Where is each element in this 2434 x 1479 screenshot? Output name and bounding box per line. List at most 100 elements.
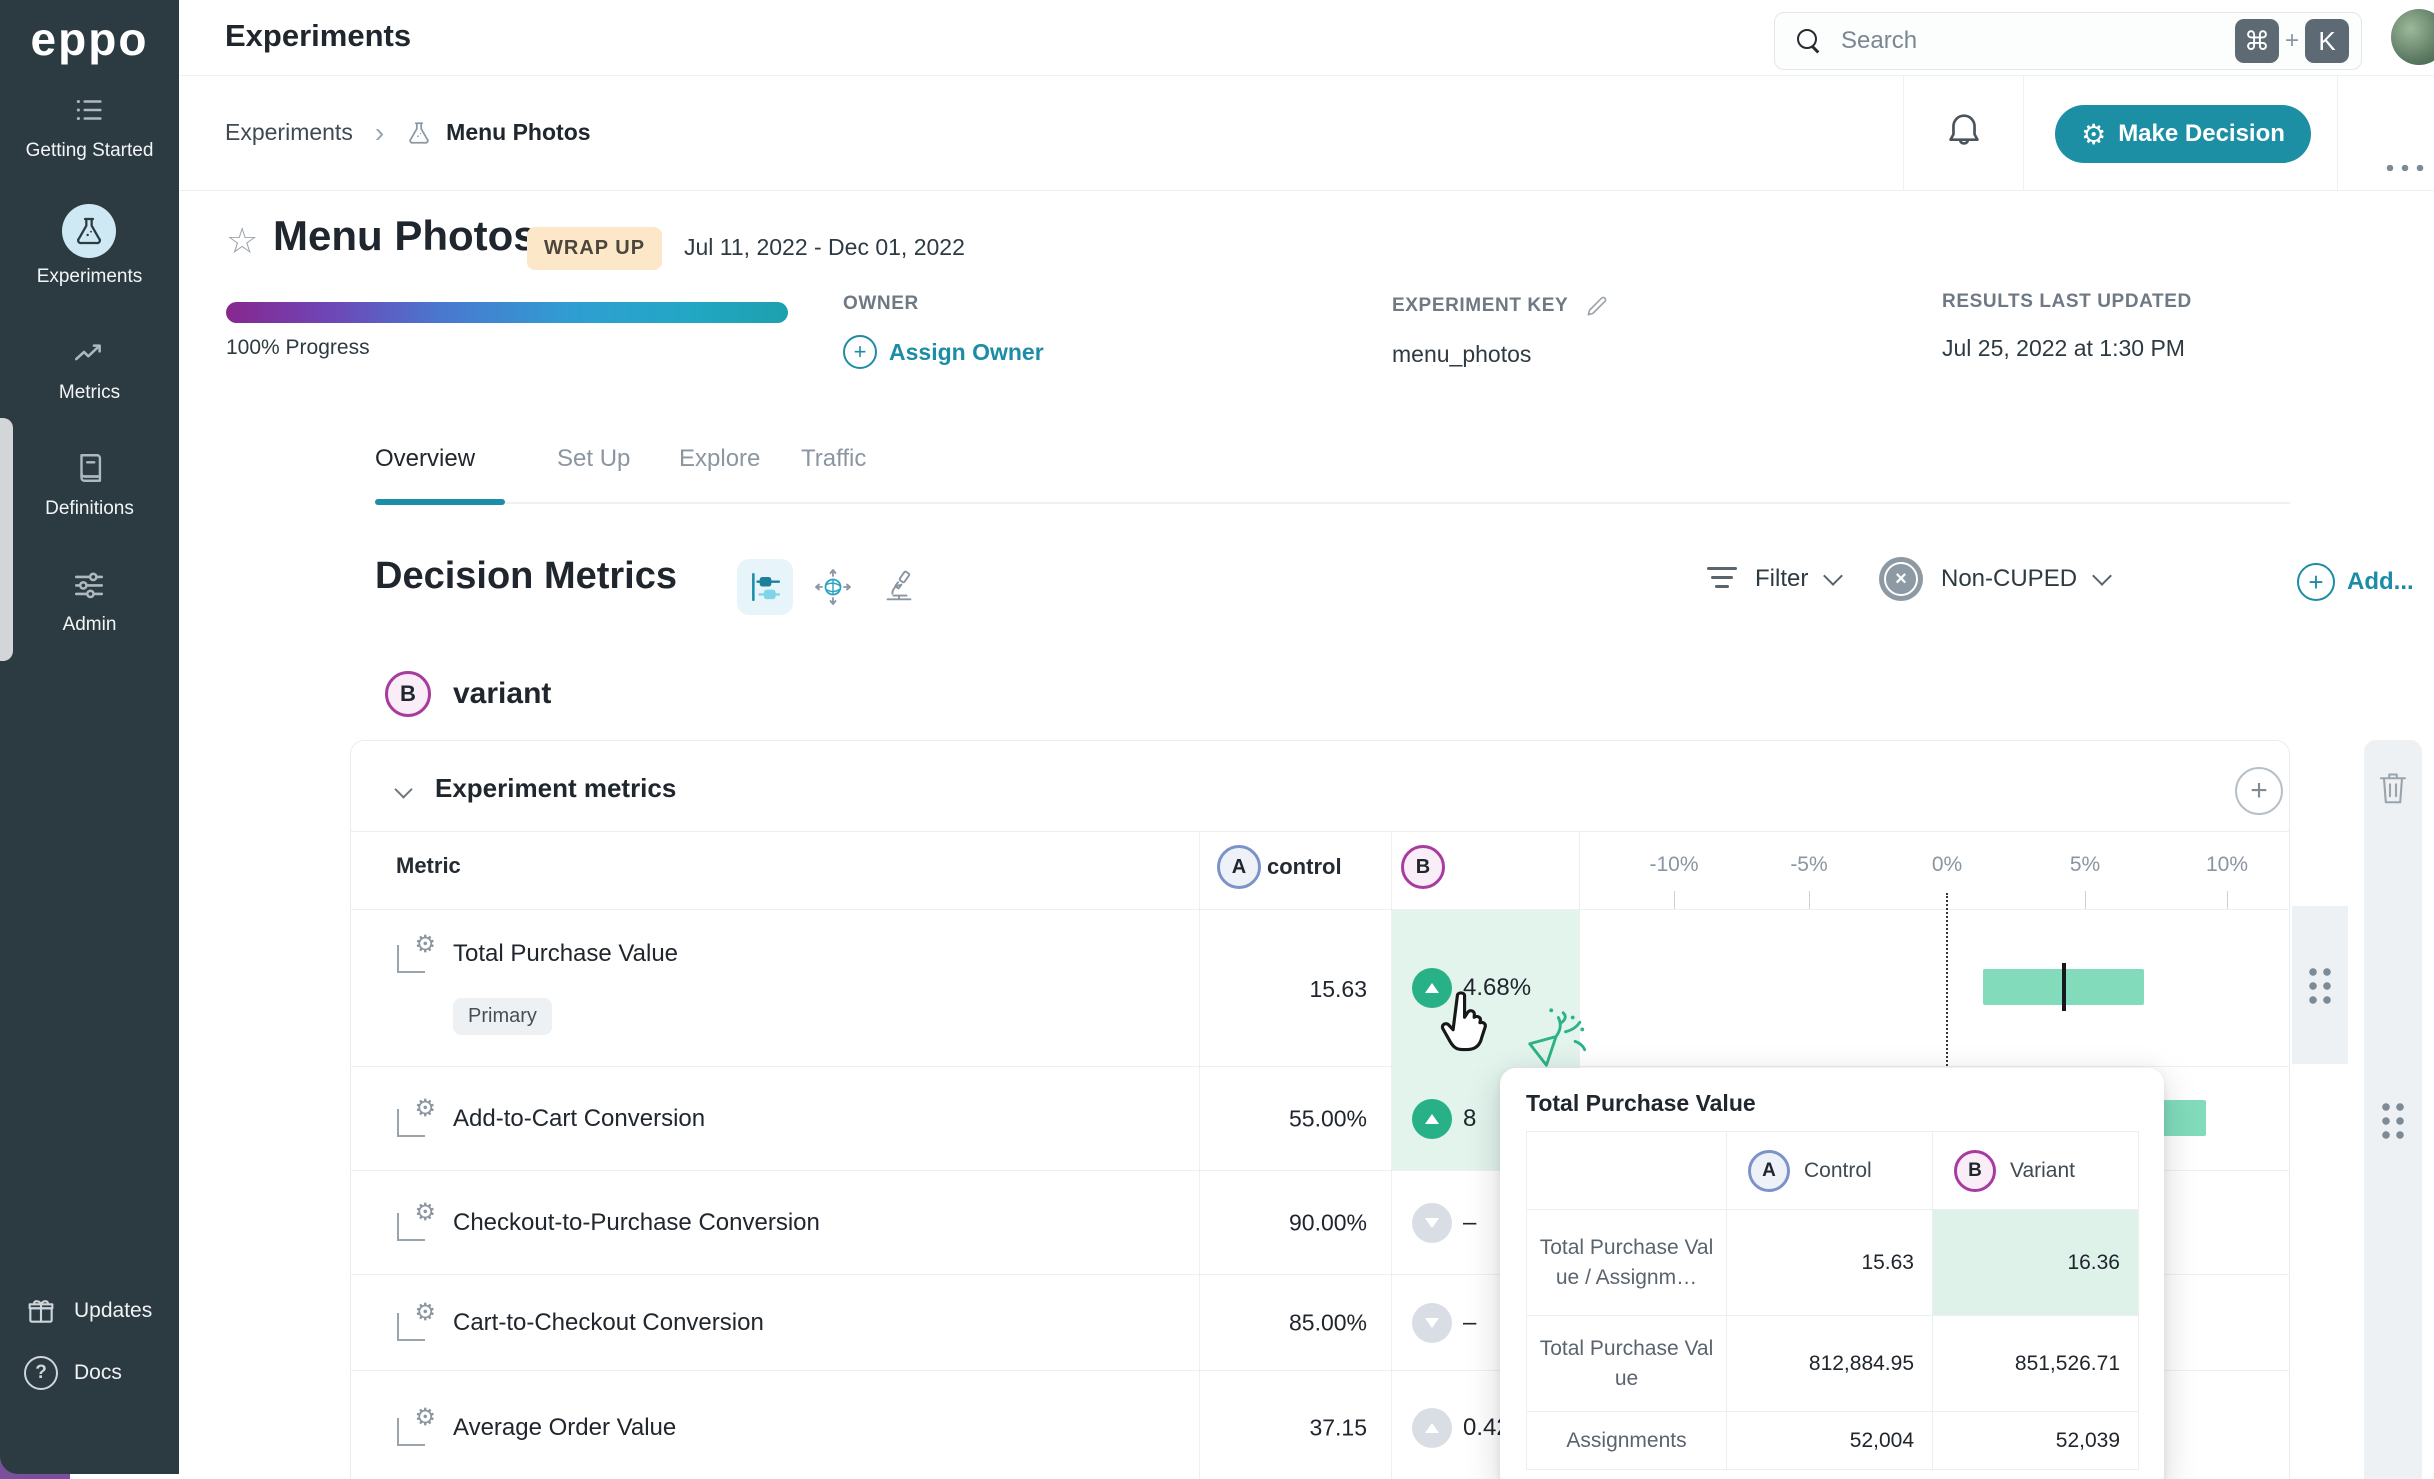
chevron-down-icon	[1823, 566, 1843, 586]
metric-gear-icon	[396, 936, 434, 974]
cmd-keycap: ⌘	[2235, 19, 2279, 63]
control-value: 37.15	[1049, 1415, 1367, 1442]
drag-drop-strip[interactable]	[2364, 740, 2422, 1479]
interval-view-button[interactable]	[737, 559, 793, 615]
primary-tag: Primary	[453, 998, 552, 1035]
x-circle-icon: ×	[1879, 557, 1923, 601]
cuped-label: Non-CUPED	[1941, 565, 2077, 593]
metric-name[interactable]: Total Purchase Value	[453, 940, 678, 968]
sidebar-footer-label: Docs	[74, 1361, 122, 1385]
metric-name[interactable]: Add-to-Cart Conversion	[453, 1105, 705, 1133]
axis-tick-label: 10%	[2167, 853, 2287, 877]
sidebar-item-label: Admin	[63, 614, 117, 636]
metric-name[interactable]: Cart-to-Checkout Conversion	[453, 1309, 764, 1337]
metric-gear-icon	[396, 1100, 434, 1138]
chevron-down-icon	[2092, 566, 2112, 586]
plus-circle-icon: +	[2297, 563, 2335, 601]
divider	[2337, 75, 2338, 190]
lift-down-button[interactable]	[1412, 1203, 1452, 1243]
explore-view-button[interactable]	[805, 559, 861, 615]
control-value: 55.00%	[1049, 1105, 1367, 1132]
search-placeholder: Search	[1841, 27, 2235, 55]
lift-down-button[interactable]	[1412, 1303, 1452, 1343]
sidebar-item-definitions[interactable]: Definitions	[45, 446, 134, 520]
axis-tick-label: -5%	[1749, 853, 1869, 877]
sidebar-item-metrics[interactable]: Metrics	[59, 330, 120, 404]
add-metric-button[interactable]: + Add...	[2297, 563, 2414, 601]
sidebar-item-getting-started[interactable]: Getting Started	[26, 88, 154, 162]
ci-center-line	[2062, 963, 2066, 1011]
decision-metrics-toolbar: Decision Metrics	[179, 545, 2434, 637]
edge-scroll-handle[interactable]	[0, 418, 13, 661]
collapse-chevron-icon[interactable]	[394, 780, 412, 798]
gear-lightbulb-icon: ⚙	[2081, 118, 2106, 151]
results-updated-value: Jul 25, 2022 at 1:30 PM	[1942, 335, 2192, 362]
filter-dropdown[interactable]: Filter	[1707, 565, 1840, 593]
user-avatar[interactable]	[2391, 9, 2434, 65]
tooltip-row-label: Total Purchase Value / Assignm…	[1527, 1210, 1727, 1316]
eppo-logo: eppo	[0, 12, 179, 66]
metric-name[interactable]: Average Order Value	[453, 1414, 676, 1442]
tooltip-corner-cell	[1527, 1132, 1727, 1210]
cuped-dropdown[interactable]: × Non-CUPED	[1879, 557, 2109, 601]
make-decision-button[interactable]: ⚙ Make Decision	[2055, 105, 2311, 163]
tooltip-variant-value: 851,526.71	[1933, 1316, 2139, 1412]
sidebar-item-docs[interactable]: ? Docs	[0, 1342, 179, 1404]
section-title: Decision Metrics	[375, 555, 677, 598]
variant-b-badge: B	[385, 671, 431, 717]
tooltip-table: A Control B Variant Total Purchase Value…	[1526, 1131, 2139, 1470]
book-icon	[68, 446, 112, 490]
experiment-header: ☆ Menu Photos WRAP UP Jul 11, 2022 - Dec…	[179, 190, 2434, 417]
breadcrumb-separator: ›	[375, 117, 384, 149]
search-input[interactable]: Search ⌘ + K	[1774, 12, 2362, 70]
globe-move-icon	[813, 567, 853, 607]
sidebar-item-updates[interactable]: Updates	[0, 1280, 179, 1342]
tooltip-control-value: 52,004	[1727, 1412, 1933, 1470]
variant-b-badge: B	[1954, 1150, 1996, 1192]
tooltip-control-value: 15.63	[1727, 1210, 1933, 1316]
assign-owner-button[interactable]: + Assign Owner	[843, 335, 1044, 369]
tab-divider	[375, 502, 2290, 504]
variant-label: variant	[453, 677, 551, 711]
trash-icon[interactable]	[2375, 768, 2411, 808]
tab-overview[interactable]: Overview	[375, 445, 475, 473]
metric-name[interactable]: Checkout-to-Purchase Conversion	[453, 1209, 820, 1237]
axis-tick	[1674, 891, 1675, 909]
gift-icon	[24, 1294, 58, 1328]
row-drag-handle[interactable]	[2292, 906, 2348, 1064]
experiment-key-label: EXPERIMENT KEY	[1392, 295, 1568, 317]
breadcrumb-root[interactable]: Experiments	[225, 119, 353, 146]
results-updated-label: RESULTS LAST UPDATED	[1942, 291, 2192, 313]
date-range: Jul 11, 2022 - Dec 01, 2022	[684, 234, 965, 261]
column-divider	[1199, 831, 1200, 1479]
sidebar-item-admin[interactable]: Admin	[63, 562, 117, 636]
tab-explore[interactable]: Explore	[679, 445, 760, 473]
breadcrumb-current[interactable]: Menu Photos	[446, 119, 590, 146]
deep-dive-button[interactable]	[871, 559, 927, 615]
sidebar-item-experiments[interactable]: Experiments	[37, 204, 143, 288]
add-metric-circle-button[interactable]: +	[2235, 767, 2283, 815]
star-icon[interactable]: ☆	[226, 220, 258, 262]
metric-gear-icon	[396, 1304, 434, 1342]
tooltip-variant-header: B Variant	[1933, 1132, 2139, 1210]
shortcut-plus: +	[2285, 27, 2299, 55]
edit-pencil-icon[interactable]	[1584, 293, 1610, 319]
sliders-icon	[67, 562, 111, 606]
experiment-title: Menu Photos	[273, 212, 537, 260]
tooltip-variant-value: 16.36	[1933, 1210, 2139, 1316]
plus-circle-icon: +	[843, 335, 877, 369]
tab-set-up[interactable]: Set Up	[557, 445, 630, 473]
k-keycap: K	[2305, 19, 2349, 63]
overflow-menu[interactable]	[2383, 165, 2427, 171]
column-divider	[1391, 831, 1392, 1479]
axis-tick-label: -10%	[1614, 853, 1734, 877]
lift-up-button[interactable]	[1412, 1408, 1452, 1448]
axis-tick	[2085, 891, 2086, 909]
progress-label: 100% Progress	[226, 336, 370, 360]
status-badge: WRAP UP	[527, 227, 662, 270]
notifications-bell-icon[interactable]	[1941, 109, 1987, 155]
tab-traffic[interactable]: Traffic	[801, 445, 866, 473]
lift-up-button[interactable]	[1412, 1099, 1452, 1139]
microscope-icon	[880, 568, 918, 606]
table-row: Total Purchase Value Primary 15.63 4.68%	[351, 909, 2289, 1066]
